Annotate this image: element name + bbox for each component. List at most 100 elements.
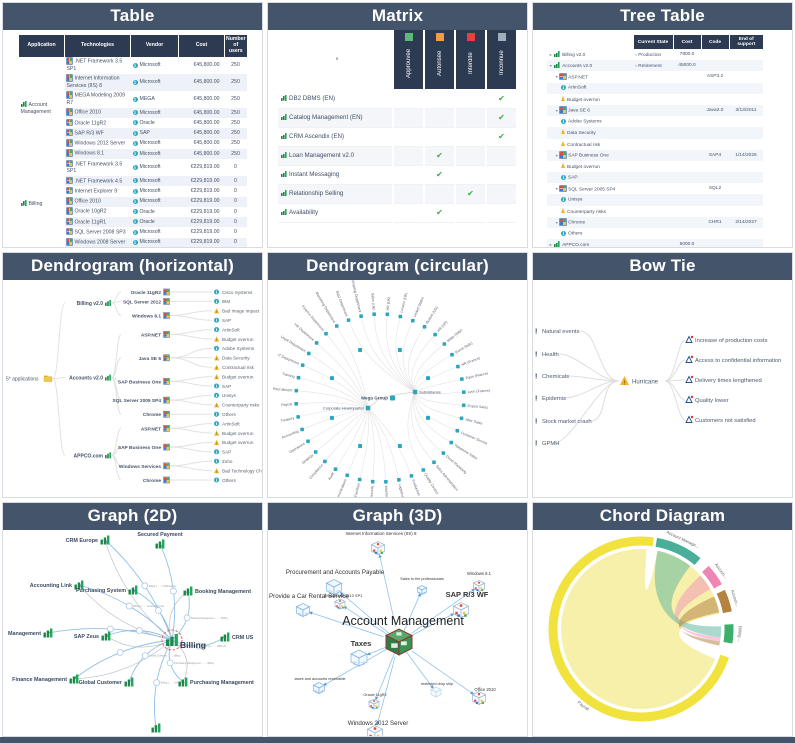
org-node-icon[interactable] <box>397 347 402 352</box>
edge-label-chip[interactable] <box>155 606 162 614</box>
dendrogram-leaf-label[interactable]: Unisys <box>222 393 236 398</box>
graph-node[interactable]: Finance Management <box>12 674 79 684</box>
org-leaf-icon[interactable] <box>357 477 362 482</box>
dendrogram-leaf-label[interactable]: Adobe Systems <box>222 346 255 351</box>
dendrogram-tech-label[interactable]: Windows Services <box>119 464 161 470</box>
org-leaf-label[interactable]: Sales Administration <box>435 464 459 492</box>
dendrogram-leaf-label[interactable]: Budget overrun <box>222 440 254 445</box>
org-node-icon[interactable] <box>329 376 334 381</box>
cube-icon[interactable] <box>350 649 368 667</box>
graph-node[interactable]: CRM US <box>220 632 254 642</box>
dendrogram-leaf-label[interactable]: Budget overrun <box>222 374 254 379</box>
tree-row[interactable]: ▼ Chrome CHR1 2/14/2027 <box>547 216 763 228</box>
dendrogram-leaf-label[interactable]: Data Security <box>222 356 250 361</box>
org-leaf-label[interactable]: Strategy <box>301 453 314 465</box>
bowtie-consequence-node[interactable]: Access to confidential information <box>685 355 781 364</box>
table-column-header[interactable]: Vendor <box>130 35 179 57</box>
dendrogram-tech-label[interactable]: SAP Business One <box>118 445 161 451</box>
cube-icon[interactable] <box>312 682 326 695</box>
org-leaf-icon[interactable] <box>432 460 436 465</box>
tree-row[interactable]: i Unisys <box>547 194 763 206</box>
org-leaf-label[interactable]: Paris (France) <box>465 371 488 380</box>
org-leaf-label[interactable]: Accounting <box>281 429 299 439</box>
org-leaf-icon[interactable] <box>459 416 464 421</box>
edge-label-chip[interactable] <box>166 659 174 667</box>
graph-node[interactable]: Purchasing System <box>76 585 138 595</box>
tree-row[interactable]: ► Billing v2.0 »Production 7800.0 <box>547 49 763 60</box>
org-leaf-label[interactable]: Maintenance <box>384 486 389 497</box>
org-leaf-icon[interactable] <box>314 341 319 345</box>
graph-node[interactable]: SharePoint 2013 SP1 <box>324 593 363 610</box>
dendrogram-group-label[interactable]: Accounts v2.0 <box>69 376 103 382</box>
org-leaf-icon[interactable] <box>422 324 427 329</box>
graph-node[interactable]: taxes and accounts receivable <box>294 677 346 695</box>
expand-arrow-icon[interactable]: ► <box>549 243 553 247</box>
org-leaf-label[interactable]: Compliance <box>308 463 323 480</box>
bowtie-cause-node[interactable]: ! Chemicals <box>535 374 569 381</box>
table-column-header[interactable]: Number of users <box>224 35 247 57</box>
tree-row[interactable]: Budget overrun <box>547 94 763 105</box>
table-column-header[interactable]: Application <box>18 35 65 57</box>
dendrogram-leaf-label[interactable]: SAP <box>222 384 231 389</box>
dendrogram-leaf-label[interactable]: Others <box>222 412 236 417</box>
graph-node[interactable]: Windows 2012 Server <box>348 720 409 736</box>
org-leaf-icon[interactable] <box>397 478 401 482</box>
org-node-icon[interactable] <box>358 347 363 352</box>
graph-node[interactable]: SAP Zeus <box>74 631 111 641</box>
org-leaf-label[interactable]: Quality Control <box>423 473 439 496</box>
org-leaf-label[interactable]: Lyon (France) <box>468 389 490 395</box>
tree-row[interactable]: ▼ ASP.NET ASP3.2 <box>547 71 763 82</box>
graph-node[interactable]: Global Customer <box>79 677 134 687</box>
dendrogram-leaf-label[interactable]: ArtinSoft <box>222 327 240 332</box>
org-leaf-label[interactable]: Communications <box>334 478 348 497</box>
dendrogram-tech-label[interactable]: ASP.NET <box>141 332 161 338</box>
dendrogram-leaf-label[interactable]: Contractual risk <box>222 365 255 370</box>
org-node-icon[interactable] <box>358 444 363 449</box>
cube-icon[interactable] <box>366 725 384 737</box>
cube-icon[interactable] <box>368 698 380 710</box>
org-leaf-label[interactable]: Marketing Department <box>314 291 336 324</box>
sort-caret-icon[interactable]: ∧ <box>335 56 340 62</box>
org-leaf-icon[interactable] <box>461 403 466 408</box>
org-leaf-icon[interactable] <box>433 332 437 337</box>
chord-arc[interactable] <box>655 537 701 566</box>
dendrogram-tech-label[interactable]: Java SE 6 <box>139 356 162 362</box>
org-leaf-label[interactable]: HR (US) <box>436 320 448 333</box>
matrix-column-header[interactable]: Inconnue <box>485 30 516 89</box>
org-leaf-label[interactable]: Facilities <box>354 483 361 497</box>
cube-icon[interactable] <box>416 585 428 596</box>
tree-row[interactable]: Contractual risk <box>547 139 763 150</box>
org-leaf-label[interactable]: Purchasing Department <box>350 280 362 313</box>
cube-icon[interactable] <box>325 579 343 596</box>
org-leaf-icon[interactable] <box>359 314 363 318</box>
hub-right-label[interactable]: Subsidiaries <box>419 390 441 395</box>
org-leaf-icon[interactable] <box>300 363 305 367</box>
org-leaf-label[interactable]: Payroll <box>281 402 292 407</box>
org-leaf-label[interactable]: Sales (UK) <box>370 293 375 311</box>
chord-arc[interactable] <box>701 565 722 589</box>
org-leaf-icon[interactable] <box>460 377 464 381</box>
dendrogram-leaf-label[interactable]: Counterparty risks <box>222 403 260 408</box>
org-leaf-icon[interactable] <box>441 451 446 455</box>
graph-node[interactable]: Oracle 11gR2 <box>363 693 387 710</box>
graph-node[interactable]: Office Suite <box>141 723 171 737</box>
tree-row[interactable]: i ArtinSoft <box>547 82 763 94</box>
org-leaf-label[interactable]: Security <box>369 485 374 497</box>
edge-label-chip[interactable] <box>195 642 203 650</box>
tree-row[interactable]: i SAP <box>547 172 763 184</box>
chord-arc[interactable] <box>548 536 729 722</box>
collapse-arrow-icon[interactable]: ▼ <box>555 153 559 158</box>
org-leaf-icon[interactable] <box>372 312 376 317</box>
dendrogram-leaf-label[interactable]: Bad Image Impact <box>222 309 260 314</box>
dendrogram-leaf-label[interactable]: ArtinSoft <box>222 421 240 426</box>
dendrogram-tech-label[interactable]: SQL Server 2005 SP4 <box>113 398 162 404</box>
table-column-header[interactable]: Cost <box>178 35 225 57</box>
org-leaf-icon[interactable] <box>345 473 349 478</box>
org-leaf-label[interactable]: London (UK) <box>400 292 409 313</box>
dendrogram-tech-label[interactable]: ASP.NET <box>141 426 161 432</box>
dendrogram-leaf-label[interactable]: SAP <box>222 318 231 323</box>
org-leaf-label[interactable]: IT Department <box>277 353 300 366</box>
tree-row[interactable]: i Adobe Systems <box>547 116 763 127</box>
tree-row[interactable]: Budget overrun <box>547 161 763 172</box>
dendrogram-leaf-label[interactable]: Cisco Systems <box>222 290 253 295</box>
